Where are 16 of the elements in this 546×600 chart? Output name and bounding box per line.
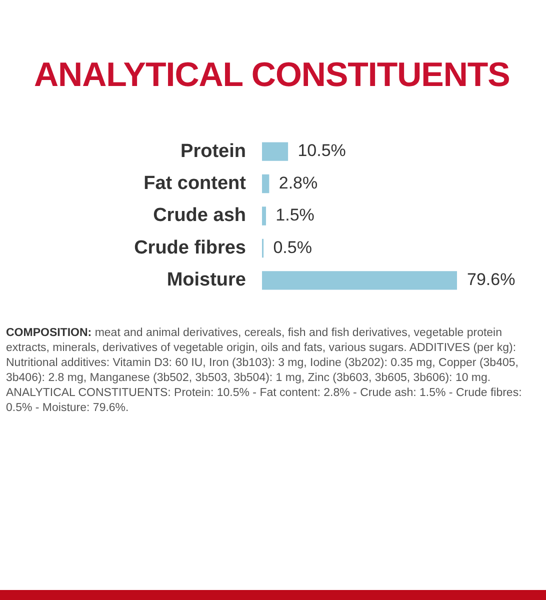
text: COMPOSITION: meat and animal derivatives, cereals, fish and fish derivatives, vegetable protein extracts, minerals, derivatives of vegetable origin, oils and fats, various sugars. ADDITIVES (per kg): Nutritional additives: Vitamin D3: 60 IU, Iron (3b103): 3 mg, Iodine (3b202): 0.35 mg, Copper (3b405, 3b406): 2.8 mg, Manganese (3b502, 3b503, 3b504): 1 mg, Zinc (3b603, 3b605, 3b606): 10 mg. ANALYTICAL CONSTITUENTS: Protein: 10.5% - Fat content: 2.8% - Crude ash: 1.5% - Crude fibres: 0.5% - Moisture: 79.6%. (6, 326, 523, 416)
data-label: 2.8% (278, 173, 318, 192)
bar (262, 271, 457, 290)
bar (262, 206, 266, 226)
bar (262, 174, 270, 194)
data-label: 0.5% (273, 238, 312, 257)
y-tick-label: Crude ash (153, 205, 246, 226)
chart-title: ANALYTICAL CONSTITUENTS (34, 56, 510, 95)
y-tick-label: Protein (180, 140, 246, 162)
data-label: 10.5% (298, 141, 346, 160)
y-tick-label: Fat content (144, 172, 247, 194)
bar (262, 142, 288, 161)
data-label: 1.5% (276, 206, 314, 225)
y-tick-label: Moisture (166, 270, 246, 291)
data-label: 79.6% (467, 270, 516, 290)
y-tick-label: Crude fibres (134, 237, 246, 258)
